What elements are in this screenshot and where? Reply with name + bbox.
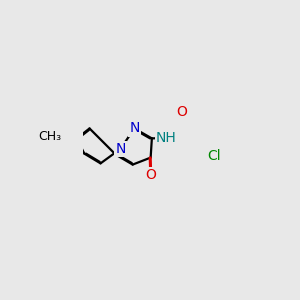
Text: Cl: Cl	[207, 149, 221, 163]
Text: O: O	[176, 105, 187, 119]
Text: CH₃: CH₃	[38, 130, 61, 142]
Text: N: N	[115, 142, 126, 156]
Text: O: O	[146, 168, 157, 182]
Text: N: N	[129, 122, 140, 135]
Text: NH: NH	[156, 131, 177, 145]
